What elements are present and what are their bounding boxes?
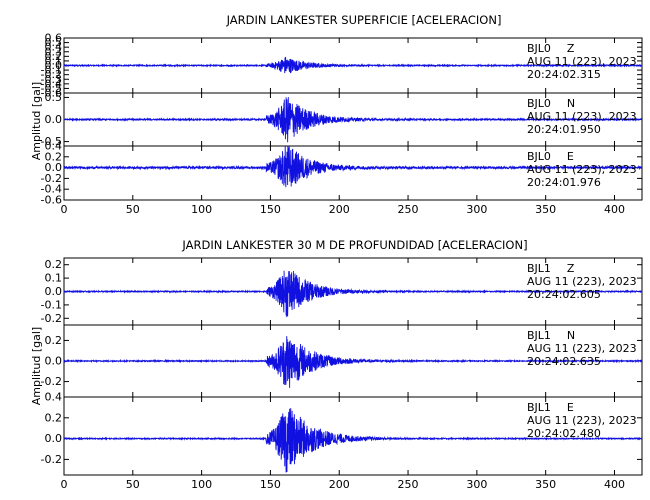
chart0-panel0-station-label: BJL0 Z (527, 42, 575, 55)
chart1-panel1-trace (63, 336, 643, 388)
chart1-panel1-time: 20:24:02.635 (527, 355, 601, 368)
chart1-xtick-label: 150 (260, 478, 281, 491)
chart0-panel2-ytick-label: -0.6 (41, 194, 62, 207)
chart1-panel0-ytick-label: 0.1 (45, 272, 63, 285)
chart0-panel2-time: 20:24:01.976 (527, 176, 601, 189)
chart1-panel2-station-label: BJL1 E (527, 401, 574, 414)
chart1-panel0-station-label: BJL1 Z (527, 262, 575, 275)
chart-title-surface: JARDIN LANKESTER SUPERFICIE [ACELERACION… (226, 13, 502, 27)
chart0-panel0-ytick-label: -0.4 (41, 77, 62, 90)
chart0-xtick-label: 250 (398, 203, 419, 216)
chart0-panel2-ytick-label: 0.4 (45, 140, 63, 153)
chart1-xtick-label: 350 (535, 478, 556, 491)
chart1-panel2-station: BJL1 (527, 401, 551, 414)
chart1-panel1-ytick-label: 0.0 (45, 355, 63, 368)
chart1-panel2-ytick-label: 0.2 (45, 411, 63, 424)
chart1-panel2-ytick-label: 0.0 (45, 432, 63, 445)
chart1-panel1-station-label: BJL1 N (527, 329, 575, 342)
chart1-panel2-ytick-label: 0.4 (45, 391, 63, 404)
chart1-panel1-ytick-label: -0.2 (41, 375, 62, 388)
chart1-panel0-component: Z (567, 262, 575, 275)
chart0-xtick-label: 350 (535, 203, 556, 216)
chart1-panel2-ytick-label: -0.2 (41, 453, 62, 466)
chart0-panel0-ytick-label: 0.2 (45, 50, 63, 63)
chart1-panel2-trace (63, 408, 643, 473)
chart0-panel0-ytick-label: -0.5 (41, 82, 62, 95)
chart0-xtick-label: 400 (604, 203, 625, 216)
chart1-panel2-frame (63, 396, 643, 476)
chart0-panel2-date: AUG 11 (223), 2023 (527, 163, 637, 176)
chart0-xtick-label: 200 (329, 203, 350, 216)
chart1-panel0-time: 20:24:02.605 (527, 288, 601, 301)
chart1-panel1-station: BJL1 (527, 329, 551, 342)
chart0-panel0-date: AUG 11 (223), 2023 (527, 55, 637, 68)
chart0-panel1-ytick-label: 0.5 (45, 91, 63, 104)
chart0-panel0-ytick-label: 0.5 (45, 36, 63, 49)
chart1-panel0-date: AUG 11 (223), 2023 (527, 275, 637, 288)
chart0-panel1-time: 20:24:01.950 (527, 123, 601, 136)
chart0-panel0-ytick-label: -0.6 (41, 87, 62, 100)
chart0-panel2-frame (63, 145, 643, 201)
chart1-panel2-date: AUG 11 (223), 2023 (527, 414, 637, 427)
chart0-panel1-station-label: BJL0 N (527, 97, 575, 110)
chart0-panel0-ytick-label: 0.0 (45, 59, 63, 72)
chart1-xtick-label: 200 (329, 478, 350, 491)
chart1-panel2-time: 20:24:02.480 (527, 427, 601, 440)
chart0-panel1-ytick-label: 0.0 (45, 113, 63, 126)
chart1-xtick-label: 100 (191, 478, 212, 491)
y-axis-label-surface: Amplitud [gal] (30, 82, 43, 160)
chart0-panel0-trace (63, 56, 643, 74)
chart0-panel1-trace (63, 97, 643, 143)
chart0-panel0-ytick-label: -0.2 (41, 68, 62, 81)
chart0-panel0-ytick-label: 0.1 (45, 54, 63, 67)
chart0-panel2-component: E (567, 150, 574, 163)
chart1-xtick-label: 300 (466, 478, 487, 491)
chart0-xtick-label: 0 (61, 203, 68, 216)
chart1-panel0-station: BJL1 (527, 262, 551, 275)
chart0-panel1-date: AUG 11 (223), 2023 (527, 110, 637, 123)
chart0-panel2-station-label: BJL0 E (527, 150, 574, 163)
chart0-panel2-ytick-label: -0.4 (41, 183, 62, 196)
chart0-xtick-label: 100 (191, 203, 212, 216)
chart1-panel0-ytick-label: 0.0 (45, 285, 63, 298)
chart1-panel0-ytick-label: 0.2 (45, 258, 63, 271)
chart0-panel0-time: 20:24:02.315 (527, 68, 601, 81)
chart1-xtick-label: 250 (398, 478, 419, 491)
chart0-xtick-label: 300 (466, 203, 487, 216)
chart0-panel0-ytick-label: 0.4 (45, 41, 63, 54)
chart0-panel2-ytick-label: 0.0 (45, 161, 63, 174)
chart0-panel2-trace (63, 145, 643, 188)
chart1-xtick-label: 0 (61, 478, 68, 491)
chart0-xtick-label: 50 (126, 203, 140, 216)
chart1-panel0-ytick-label: -0.2 (41, 312, 62, 325)
chart0-panel2-ytick-label: -0.2 (41, 172, 62, 185)
chart0-panel1-component: N (567, 97, 575, 110)
chart0-panel0-station: BJL0 (527, 42, 551, 55)
chart0-xtick-label: 150 (260, 203, 281, 216)
chart0-panel2-station: BJL0 (527, 150, 551, 163)
chart0-panel0-ytick-label: 0.3 (45, 45, 63, 58)
chart1-panel1-component: N (567, 329, 575, 342)
chart1-panel0-trace (63, 270, 643, 318)
chart0-panel0-ytick-label: -0.3 (41, 73, 62, 86)
chart1-xtick-label: 50 (126, 478, 140, 491)
chart1-panel0-ytick-label: -0.1 (41, 298, 62, 311)
chart1-xtick-label: 400 (604, 478, 625, 491)
chart0-panel2-ytick-label: 0.2 (45, 150, 63, 163)
chart0-panel1-ytick-label: -0.5 (41, 135, 62, 148)
chart0-panel1-station: BJL0 (527, 97, 551, 110)
chart1-panel1-date: AUG 11 (223), 2023 (527, 342, 637, 355)
chart-title-deep: JARDIN LANKESTER 30 M DE PROFUNDIDAD [AC… (181, 238, 527, 252)
chart0-panel0-ytick-label: 0.6 (45, 32, 63, 45)
y-axis-label-deep: Amplitud [gal] (30, 327, 43, 405)
chart1-panel2-component: E (567, 401, 574, 414)
chart1-panel1-ytick-label: 0.2 (45, 334, 63, 347)
chart0-panel0-component: Z (567, 42, 575, 55)
chart0-panel0-ytick-label: -0.1 (41, 64, 62, 77)
